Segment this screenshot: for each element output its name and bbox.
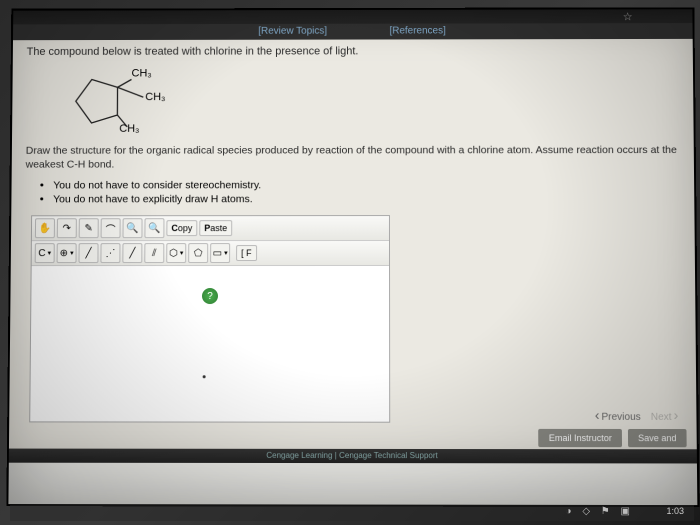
canvas-seed-dot	[202, 375, 205, 378]
bullet-hatoms: You do not have to explicitly draw H ato…	[53, 193, 684, 205]
help-icon[interactable]: ?	[202, 288, 218, 304]
save-button[interactable]: Save and	[628, 429, 687, 447]
bond-hash-icon[interactable]: ⫽	[144, 243, 164, 263]
top-link-strip: [Review Topics] [References]	[13, 23, 693, 40]
draw-tool-icon[interactable]: ✎	[79, 219, 99, 239]
next-link[interactable]: Next	[651, 407, 679, 423]
os-taskbar[interactable]: ◑ ◇ ⚑ ▣ 1:03	[10, 505, 694, 521]
previous-link[interactable]: Previous	[595, 407, 641, 423]
functional-group-button[interactable]: [ F	[236, 245, 257, 261]
page-footer: Cengage Learning | Cengage Technical Sup…	[9, 449, 697, 464]
sketcher-canvas[interactable]: ?	[30, 266, 389, 422]
ring-hexagon-icon[interactable]: ⬡	[166, 243, 186, 263]
sketcher-toolbar-top: ✋ ↷ ✎ ⌒ 🔍 🔍 Copy Paste	[32, 216, 389, 241]
action-buttons: Email Instructor Save and	[539, 429, 687, 447]
sketcher-toolbar-bottom: C ⊕ ╱ ⋰ ╱ ⫽ ⬡ ⬠ ▭ [ F	[32, 241, 389, 266]
browser-chrome: ☆	[13, 9, 692, 24]
label-ch3-bottom: CH₃	[119, 123, 139, 135]
bond-dashed-icon[interactable]: ⋰	[100, 243, 120, 263]
hand-tool-icon[interactable]: ✋	[35, 219, 55, 239]
instruction-bullets: You do not have to consider stereochemis…	[53, 179, 684, 205]
charge-picker[interactable]: ⊕	[57, 243, 77, 263]
bond-single-icon[interactable]: ╱	[78, 243, 98, 263]
element-picker[interactable]: C	[35, 243, 55, 263]
chem-sketcher: ✋ ↷ ✎ ⌒ 🔍 🔍 Copy Paste C ⊕ ╱ ⋰ ╱ ⫽ ⬡ ⬠ ▭…	[29, 215, 390, 423]
references-link[interactable]: [References]	[389, 26, 445, 37]
question-intro: The compound below is treated with chlor…	[27, 45, 683, 58]
label-ch3-right: CH₃	[145, 91, 165, 103]
label-ch3-top: CH₃	[131, 68, 151, 80]
compound-structure: CH₃ CH₃ CH₃	[56, 62, 205, 141]
bullet-stereochem: You do not have to consider stereochemis…	[53, 179, 684, 191]
redo-tool-icon[interactable]: ↷	[57, 219, 77, 239]
lasso-tool-icon[interactable]: ⌒	[101, 218, 121, 238]
assignment-content: [Review Topics] [References] The compoun…	[9, 23, 697, 463]
paste-button[interactable]: Paste	[199, 220, 232, 236]
review-topics-link[interactable]: [Review Topics]	[258, 26, 327, 37]
monitor-screen: ☆ [Review Topics] [References] The compo…	[8, 9, 697, 505]
tray-icons[interactable]: ◑ ◇ ⚑ ▣	[566, 506, 634, 517]
rectangle-tool-icon[interactable]: ▭	[210, 243, 230, 263]
ring-pentagon-icon[interactable]: ⬠	[188, 243, 208, 263]
question-prompt: Draw the structure for the organic radic…	[26, 144, 684, 172]
zoom-out-icon[interactable]: 🔍	[144, 218, 164, 238]
bookmark-star-icon[interactable]: ☆	[623, 10, 633, 23]
zoom-in-icon[interactable]: 🔍	[123, 218, 143, 238]
bond-wedge-icon[interactable]: ╱	[122, 243, 142, 263]
copy-button[interactable]: Copy	[166, 220, 197, 236]
email-instructor-button[interactable]: Email Instructor	[539, 429, 622, 447]
pagination-nav: Previous Next	[595, 407, 679, 423]
taskbar-clock: 1:03	[666, 506, 684, 516]
